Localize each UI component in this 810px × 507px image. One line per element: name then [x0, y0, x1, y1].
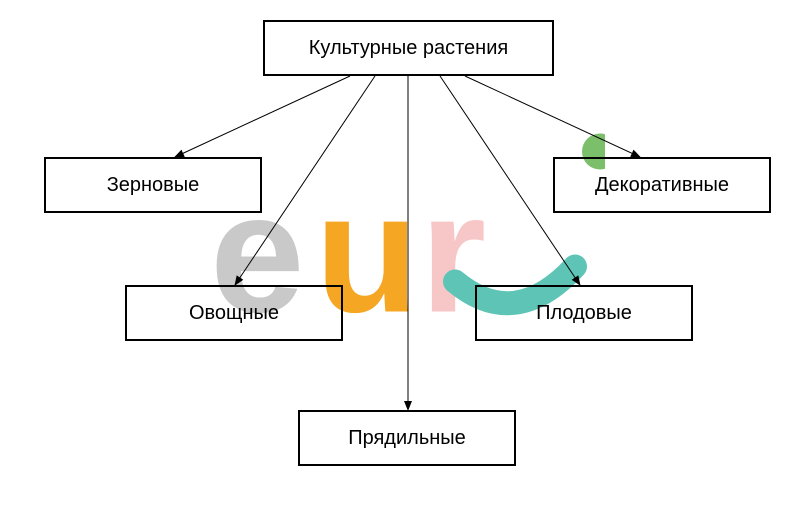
edge — [465, 76, 640, 157]
child-node: Плодовые — [475, 285, 693, 341]
watermark-logo: e u r — [205, 121, 605, 386]
child-label: Плодовые — [536, 302, 632, 325]
child-node: Декоративные — [553, 157, 771, 213]
child-label: Прядильные — [348, 427, 466, 450]
root-label: Культурные растения — [309, 37, 508, 60]
child-node: Прядильные — [298, 410, 516, 466]
child-node: Овощные — [125, 285, 343, 341]
child-label: Декоративные — [595, 174, 729, 197]
root-node: Культурные растения — [263, 20, 554, 76]
child-node: Зерновые — [44, 157, 262, 213]
child-label: Зерновые — [107, 174, 200, 197]
child-label: Овощные — [189, 302, 279, 325]
edge — [175, 76, 350, 157]
